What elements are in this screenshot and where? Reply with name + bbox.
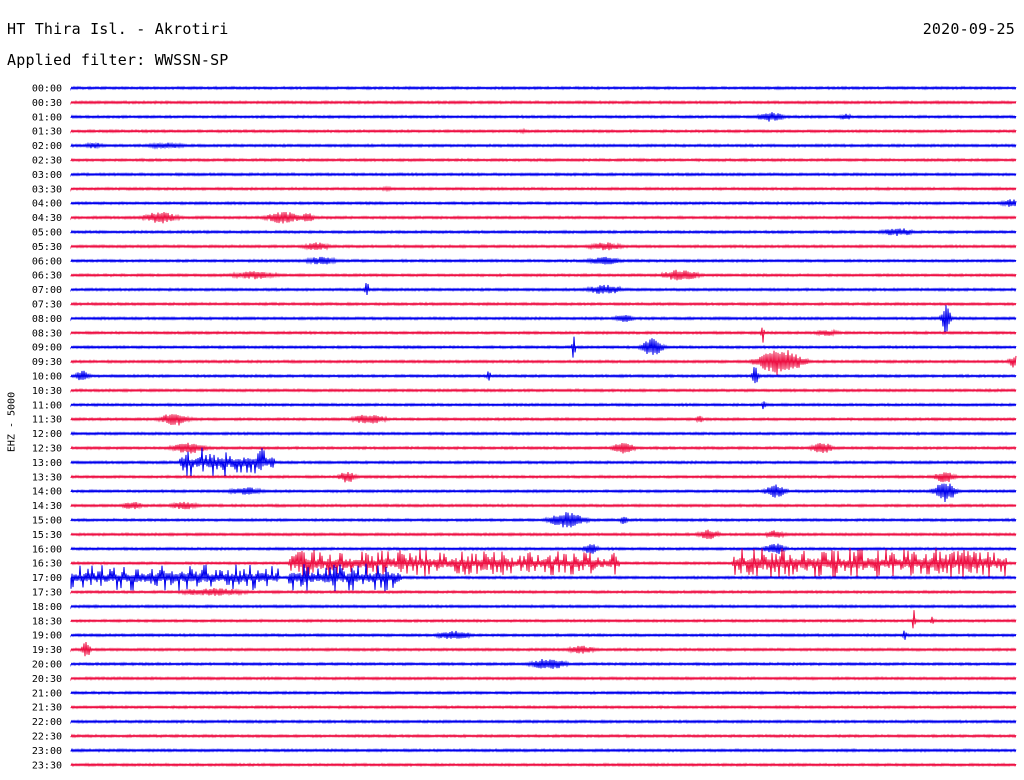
time-tick-label: 17:00	[32, 573, 62, 584]
trace-1000	[70, 367, 1017, 384]
time-tick-label: 09:30	[32, 357, 62, 368]
time-tick-label: 00:00	[32, 84, 62, 95]
station-title: HT Thira Isl. - Akrotiri	[7, 20, 229, 38]
time-tick-label: 13:00	[32, 458, 62, 469]
time-tick-label: 22:30	[32, 732, 62, 743]
time-tick-label: 02:30	[32, 156, 62, 167]
time-tick-label: 06:30	[32, 271, 62, 282]
time-tick-label: 00:30	[32, 98, 62, 109]
time-tick-label: 14:30	[32, 501, 62, 512]
time-tick-label: 08:30	[32, 328, 62, 339]
time-tick-label: 23:00	[32, 746, 62, 757]
time-tick-label: 18:30	[32, 616, 62, 627]
time-tick-label: 10:30	[32, 386, 62, 397]
date-label: 2020-09-25	[922, 20, 1015, 38]
time-tick-label: 19:00	[32, 631, 62, 642]
time-tick-label: 15:30	[32, 530, 62, 541]
time-tick-label: 05:00	[32, 228, 62, 239]
time-tick-label: 08:00	[32, 314, 62, 325]
time-tick-label: 06:00	[32, 256, 62, 267]
time-tick-label: 03:30	[32, 184, 62, 195]
time-tick-label: 16:00	[32, 544, 62, 555]
time-tick-label: 22:00	[32, 717, 62, 728]
trace-0830	[70, 327, 1017, 343]
time-tick-label: 11:30	[32, 415, 62, 426]
time-tick-label: 21:00	[32, 688, 62, 699]
filter-label: Applied filter: WWSSN-SP	[7, 51, 229, 69]
time-tick-label: 20:00	[32, 660, 62, 671]
trace-0800	[70, 305, 1017, 335]
time-tick-label: 16:30	[32, 559, 62, 570]
time-tick-label: 07:00	[32, 285, 62, 296]
time-tick-label: 23:30	[32, 760, 62, 771]
time-tick-label: 09:00	[32, 343, 62, 354]
time-tick-label: 04:00	[32, 199, 62, 210]
trace-1400	[70, 483, 1017, 503]
time-tick-label: 10:00	[32, 372, 62, 383]
time-tick-label: 07:30	[32, 300, 62, 311]
time-tick-label: 11:00	[32, 400, 62, 411]
time-tick-label: 14:00	[32, 487, 62, 498]
time-tick-label: 13:30	[32, 472, 62, 483]
time-tick-label: 04:30	[32, 213, 62, 224]
time-tick-label: 17:30	[32, 588, 62, 599]
trace-1830	[70, 610, 1017, 629]
trace-0930	[70, 350, 1017, 375]
time-tick-label: 05:30	[32, 242, 62, 253]
time-tick-label: 18:00	[32, 602, 62, 613]
time-tick-label: 20:30	[32, 674, 62, 685]
time-tick-label: 12:00	[32, 429, 62, 440]
time-tick-label: 19:30	[32, 645, 62, 656]
time-tick-label: 03:00	[32, 170, 62, 181]
time-tick-label: 01:00	[32, 112, 62, 123]
time-tick-label: 01:30	[32, 127, 62, 138]
time-tick-label: 02:00	[32, 141, 62, 152]
time-tick-label: 12:30	[32, 444, 62, 455]
time-tick-label: 15:00	[32, 516, 62, 527]
time-tick-label: 21:30	[32, 703, 62, 714]
